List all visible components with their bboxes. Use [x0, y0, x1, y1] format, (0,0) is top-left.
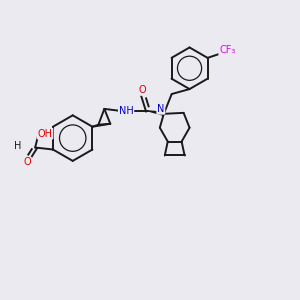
Text: NH: NH	[119, 106, 134, 116]
Text: CF₃: CF₃	[219, 45, 236, 55]
Text: O: O	[138, 85, 146, 95]
Text: H: H	[14, 140, 21, 151]
Text: OH: OH	[38, 129, 52, 139]
Text: O: O	[23, 158, 31, 167]
Text: N: N	[157, 104, 164, 114]
Polygon shape	[148, 111, 164, 115]
